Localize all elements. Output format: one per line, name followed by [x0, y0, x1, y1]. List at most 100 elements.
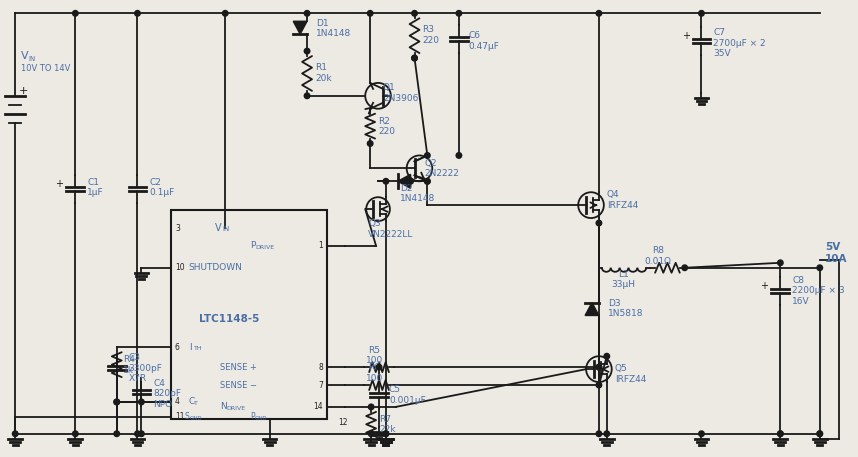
Text: D1
1N4148: D1 1N4148 — [316, 19, 351, 38]
Text: IN: IN — [28, 56, 35, 62]
Circle shape — [777, 431, 783, 436]
Text: LTC1148-5: LTC1148-5 — [198, 314, 259, 324]
Text: GND: GND — [255, 416, 268, 421]
Circle shape — [408, 179, 414, 184]
Circle shape — [682, 265, 687, 271]
Circle shape — [412, 55, 417, 61]
Circle shape — [604, 431, 609, 436]
Text: L1
33μH: L1 33μH — [612, 270, 636, 289]
Text: C1
1μF: C1 1μF — [88, 178, 104, 197]
Text: 11: 11 — [175, 412, 184, 421]
Circle shape — [456, 11, 462, 16]
Text: Q5
IRFZ44: Q5 IRFZ44 — [614, 364, 646, 384]
Text: 5V
10A: 5V 10A — [825, 242, 847, 264]
Circle shape — [817, 431, 823, 436]
Text: T: T — [194, 401, 197, 406]
Text: D3
1N5818: D3 1N5818 — [607, 299, 644, 318]
Text: D2
1N4148: D2 1N4148 — [400, 184, 435, 203]
Text: C2
0.1μF: C2 0.1μF — [149, 178, 174, 197]
Circle shape — [305, 93, 310, 99]
Circle shape — [73, 431, 78, 436]
Circle shape — [73, 11, 78, 16]
Circle shape — [596, 364, 601, 370]
Text: SHUTDOWN: SHUTDOWN — [189, 263, 243, 272]
Text: S: S — [184, 412, 190, 421]
Text: R7
22k: R7 22k — [379, 415, 396, 435]
Text: V: V — [215, 223, 222, 233]
Circle shape — [425, 153, 430, 158]
Circle shape — [384, 431, 389, 436]
Polygon shape — [585, 303, 599, 315]
Circle shape — [114, 431, 119, 436]
Text: 1: 1 — [318, 241, 323, 250]
Circle shape — [114, 399, 119, 405]
Circle shape — [777, 431, 783, 436]
Circle shape — [698, 11, 704, 16]
Text: I: I — [189, 343, 191, 352]
Text: 8: 8 — [318, 363, 323, 372]
Circle shape — [135, 431, 140, 436]
Circle shape — [425, 179, 430, 184]
Polygon shape — [398, 174, 411, 188]
Text: DRIVE: DRIVE — [227, 406, 245, 411]
Circle shape — [377, 364, 382, 370]
Circle shape — [367, 11, 373, 16]
Circle shape — [305, 11, 310, 16]
Circle shape — [368, 404, 374, 409]
Circle shape — [456, 153, 462, 158]
Text: +: + — [681, 31, 690, 41]
Circle shape — [596, 11, 601, 16]
Text: C7
2700μF × 2
35V: C7 2700μF × 2 35V — [713, 28, 766, 58]
Text: R3
220: R3 220 — [422, 26, 439, 45]
Text: 4: 4 — [175, 398, 180, 406]
Circle shape — [222, 11, 228, 16]
Circle shape — [698, 431, 704, 436]
Circle shape — [817, 265, 823, 271]
Text: +: + — [19, 86, 28, 96]
Circle shape — [114, 399, 119, 405]
Text: 10: 10 — [175, 263, 184, 272]
Circle shape — [368, 431, 374, 436]
Circle shape — [604, 353, 609, 359]
Text: Q4
IRFZ44: Q4 IRFZ44 — [607, 191, 638, 210]
Circle shape — [777, 260, 783, 266]
Text: 12: 12 — [338, 418, 347, 427]
Text: Q3
VN2222LL: Q3 VN2222LL — [368, 219, 414, 239]
Text: C4
820pF
NPO: C4 820pF NPO — [154, 379, 181, 409]
Circle shape — [139, 431, 144, 436]
Text: P: P — [250, 241, 255, 250]
Text: TH: TH — [194, 346, 202, 351]
Circle shape — [139, 399, 144, 405]
Text: Q1
2N3906: Q1 2N3906 — [383, 83, 419, 102]
Text: C8
2200μF × 3
16V: C8 2200μF × 3 16V — [792, 276, 845, 306]
Text: DRIVE: DRIVE — [256, 245, 275, 250]
Text: 14: 14 — [313, 403, 323, 411]
Text: C6
0.47μF: C6 0.47μF — [468, 32, 499, 51]
Text: C5
0.001μF: C5 0.001μF — [389, 385, 426, 405]
Circle shape — [412, 11, 417, 16]
Circle shape — [412, 55, 417, 61]
Polygon shape — [293, 21, 307, 34]
Text: +: + — [760, 281, 769, 291]
Circle shape — [596, 220, 601, 226]
Circle shape — [12, 431, 18, 436]
Text: C: C — [189, 398, 195, 406]
Text: 10V TO 14V: 10V TO 14V — [21, 64, 70, 74]
Circle shape — [367, 141, 373, 146]
Text: GND: GND — [190, 416, 202, 421]
Circle shape — [384, 431, 389, 436]
Text: SENSE −: SENSE − — [221, 381, 257, 389]
Bar — [171, 210, 327, 419]
Circle shape — [596, 364, 601, 370]
Text: 7: 7 — [318, 381, 323, 389]
Text: Q2
2N2222: Q2 2N2222 — [425, 159, 459, 178]
Circle shape — [596, 431, 601, 436]
Text: SENSE +: SENSE + — [221, 363, 257, 372]
Text: V: V — [21, 51, 28, 61]
Text: C3
3300pF
X7R: C3 3300pF X7R — [129, 353, 162, 383]
Text: R1
20k: R1 20k — [315, 63, 331, 83]
Circle shape — [596, 382, 601, 388]
Circle shape — [384, 179, 389, 184]
Text: 6: 6 — [175, 343, 180, 352]
Text: R4
1k: R4 1k — [123, 356, 135, 375]
